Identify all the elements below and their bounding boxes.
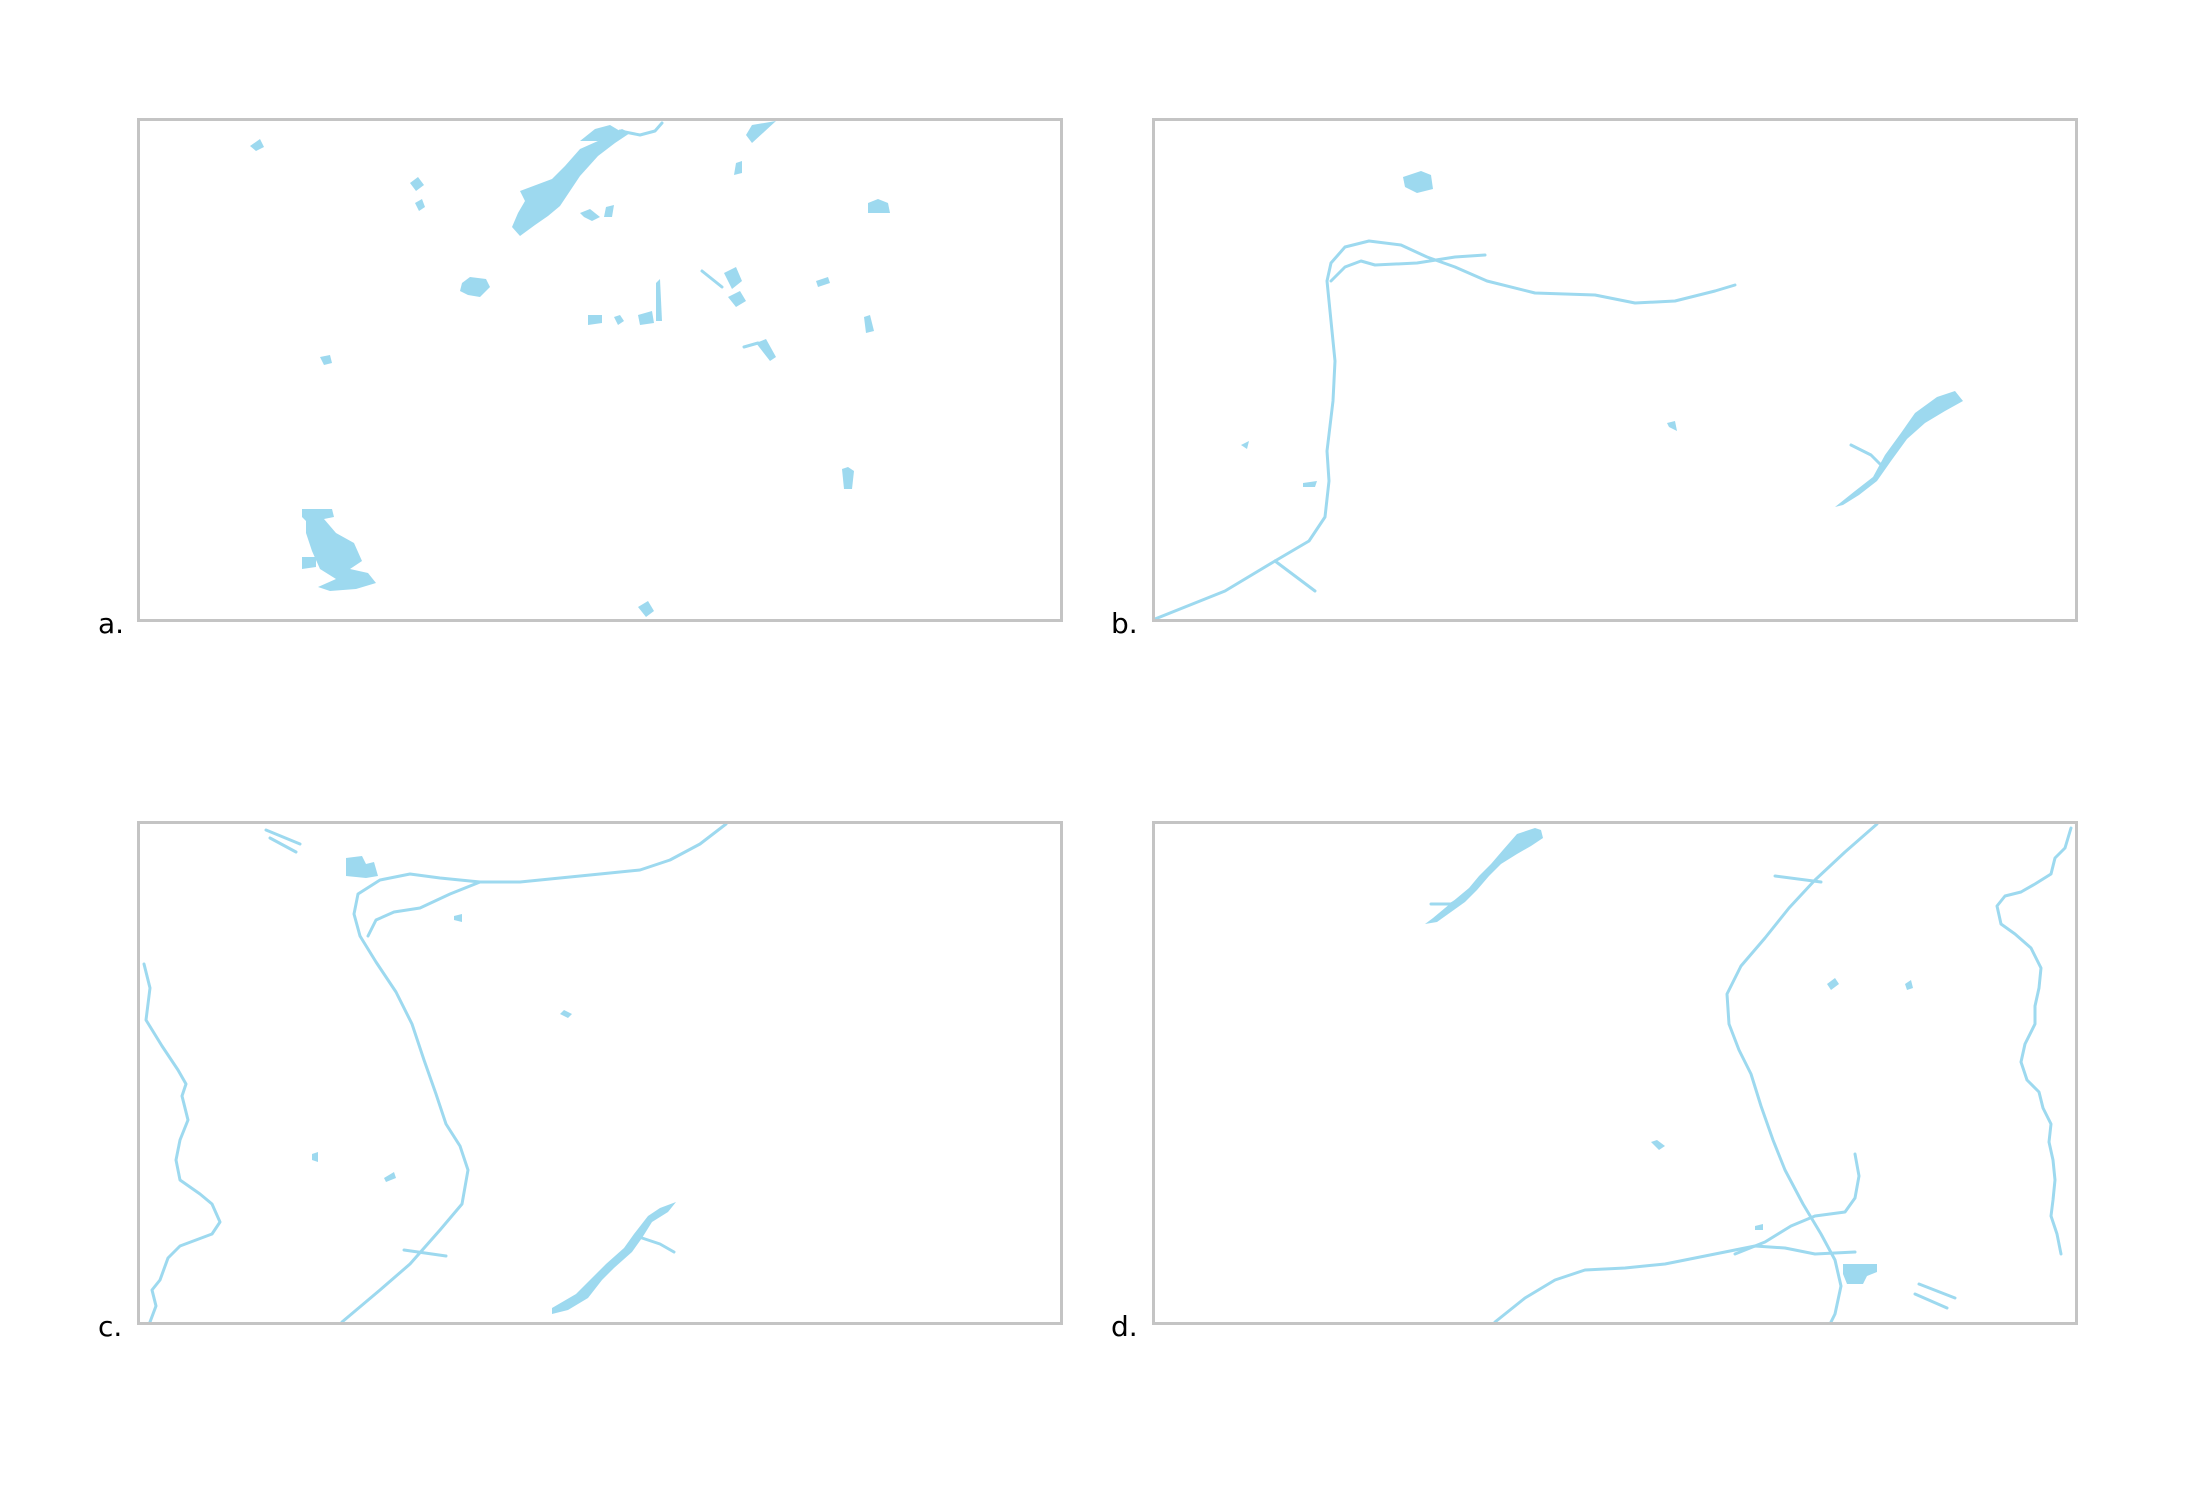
pond-small bbox=[410, 177, 424, 191]
pond-small bbox=[250, 139, 264, 151]
pond-small bbox=[638, 601, 654, 617]
pond-small bbox=[728, 291, 746, 307]
stream-small bbox=[742, 341, 760, 349]
pond-small bbox=[734, 161, 742, 175]
stream-lake-outlet bbox=[640, 1236, 676, 1254]
pond-small bbox=[588, 315, 602, 325]
pond-small bbox=[864, 315, 874, 333]
map-panel-d bbox=[1152, 821, 2078, 1325]
panel-label-b: b. bbox=[1111, 607, 1138, 640]
pond-small bbox=[1651, 1140, 1665, 1150]
river-south bbox=[1493, 1244, 1857, 1322]
pond-small bbox=[320, 355, 332, 365]
pond-small bbox=[1827, 978, 1839, 990]
river-main bbox=[1725, 824, 1879, 1322]
pond-small bbox=[638, 311, 654, 325]
pond-small bbox=[560, 1010, 572, 1018]
river-side-branch bbox=[402, 1248, 448, 1258]
pond-small bbox=[1905, 980, 1913, 990]
pond-small bbox=[415, 199, 425, 211]
map-a-canvas bbox=[250, 121, 890, 617]
pond-small bbox=[604, 205, 614, 217]
lake-north-arm bbox=[580, 125, 620, 141]
pond-small bbox=[868, 199, 890, 213]
pond-small bbox=[724, 267, 742, 289]
panel-label-a: a. bbox=[98, 607, 125, 640]
pond-small bbox=[1667, 421, 1677, 431]
stream-lake-inlet bbox=[1429, 896, 1463, 906]
stream-north bbox=[618, 121, 664, 137]
lake-north bbox=[346, 856, 378, 878]
pond-small bbox=[816, 277, 830, 287]
map-panel-b bbox=[1152, 118, 2078, 622]
lake-elongated bbox=[1835, 391, 1963, 507]
pond-small bbox=[312, 1152, 318, 1162]
stream-diagonal bbox=[264, 828, 302, 854]
pond-small bbox=[1303, 481, 1317, 487]
stream-east bbox=[1995, 826, 2073, 1256]
pond-small bbox=[460, 277, 490, 297]
panel-label-d: d. bbox=[1111, 1310, 1138, 1343]
lake-elongated bbox=[1425, 828, 1543, 924]
river-side-branch bbox=[1273, 559, 1317, 593]
pond-small bbox=[580, 209, 600, 221]
pond-small bbox=[656, 279, 662, 321]
panel-label-c: c. bbox=[98, 1310, 123, 1343]
stream-diagonal bbox=[1913, 1282, 1957, 1310]
pond-small bbox=[746, 121, 776, 143]
pond-small bbox=[1241, 441, 1249, 449]
map-b-canvas bbox=[1155, 171, 1963, 619]
pond-small bbox=[842, 467, 854, 489]
map-panel-c bbox=[137, 821, 1063, 1325]
pond-small bbox=[454, 914, 462, 922]
marsh-complex bbox=[302, 509, 376, 591]
river-side-branch bbox=[1773, 874, 1823, 884]
stream-west bbox=[142, 962, 222, 1322]
map-c-canvas bbox=[142, 824, 728, 1322]
lake-elongated bbox=[552, 1202, 676, 1314]
map-d-canvas bbox=[1425, 824, 2073, 1322]
river-loop bbox=[1329, 253, 1487, 283]
pond-small bbox=[384, 1172, 396, 1182]
river-main bbox=[340, 824, 728, 1322]
stream-small bbox=[700, 269, 724, 289]
pond-small bbox=[1755, 1224, 1763, 1230]
pond-rectangular bbox=[1843, 1264, 1877, 1284]
stream-lake-inlet bbox=[1849, 443, 1885, 469]
river-main bbox=[1155, 239, 1737, 619]
pond-small bbox=[756, 339, 776, 361]
pond-small bbox=[614, 315, 624, 325]
large-lake bbox=[512, 129, 630, 236]
river-loop bbox=[366, 880, 482, 938]
pond-small bbox=[302, 557, 316, 569]
map-panel-a bbox=[137, 118, 1063, 622]
river-loop bbox=[1733, 1152, 1861, 1256]
lake-north bbox=[1403, 171, 1433, 193]
